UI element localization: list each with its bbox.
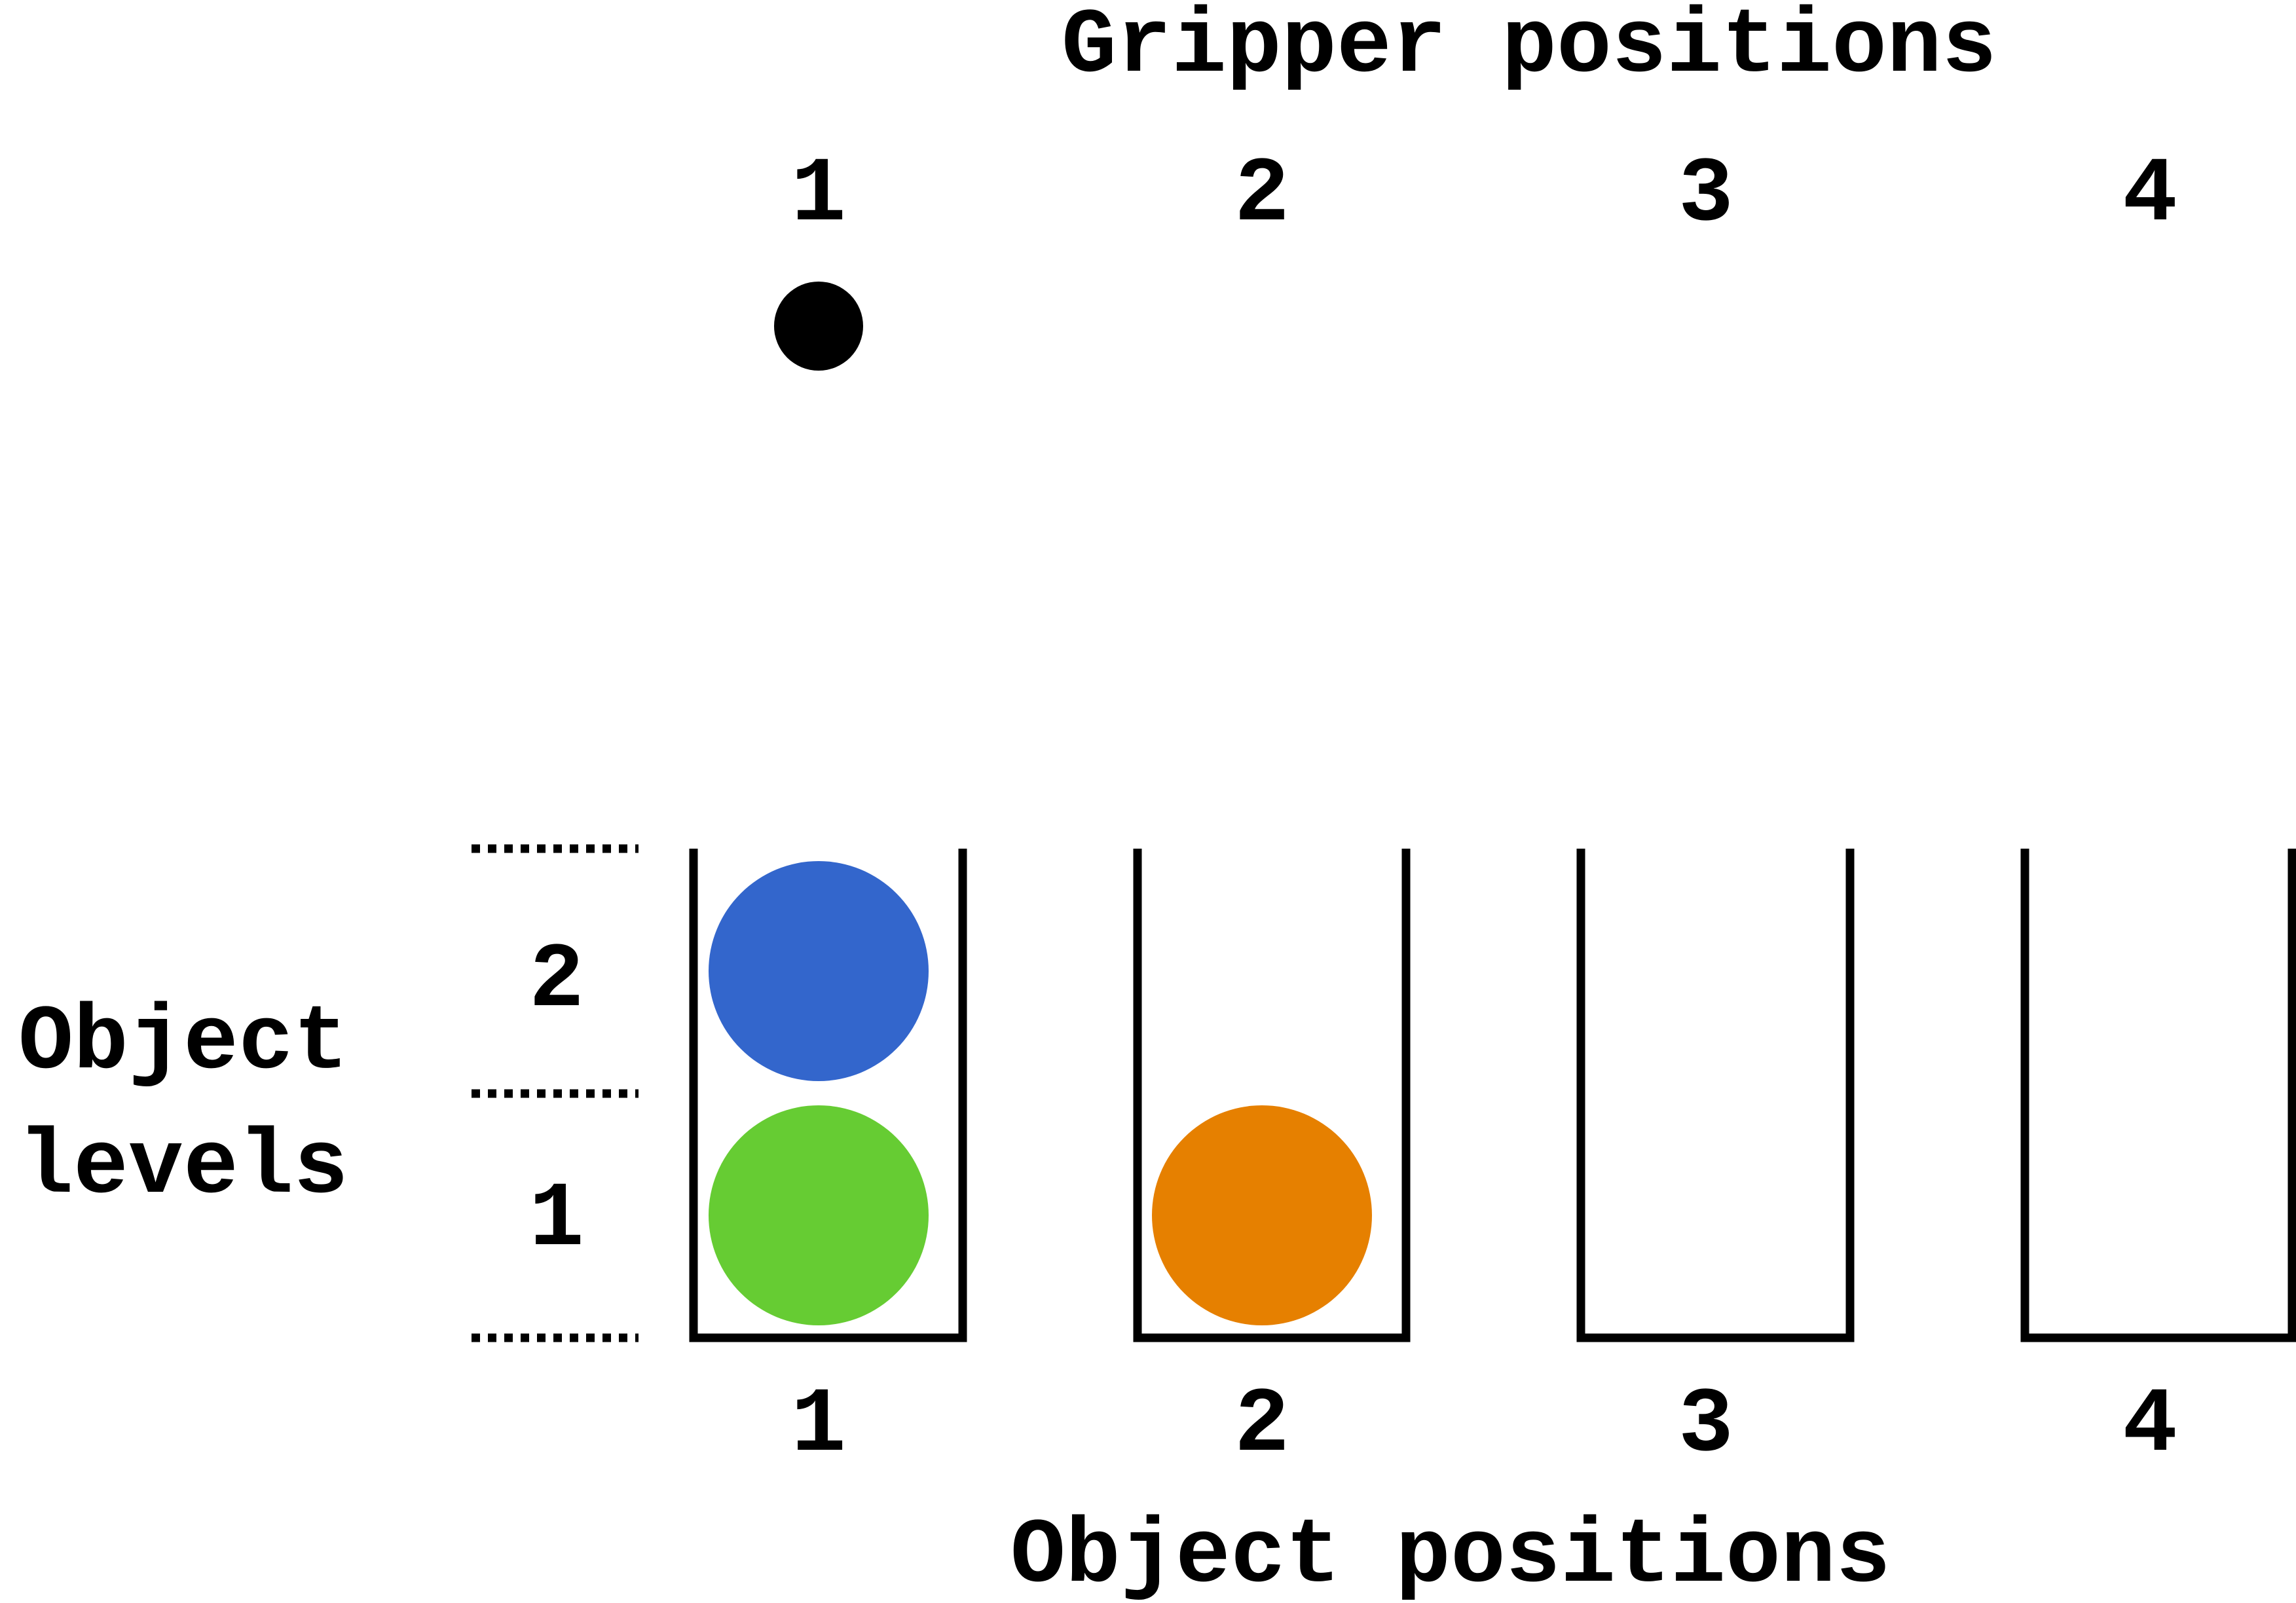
object-green-ball	[709, 1105, 929, 1325]
object-positions-title: Object positions	[1010, 1505, 1891, 1603]
bin-position-2	[1133, 849, 1411, 1342]
object-orange-ball	[1152, 1105, 1372, 1325]
bin-position-4	[2020, 849, 2296, 1342]
gripper-position-label-4: 4	[2122, 143, 2177, 248]
bin-position-1	[689, 849, 967, 1342]
object-position-label-4: 4	[2122, 1374, 2177, 1478]
object-levels-title-line2: levels	[18, 1116, 348, 1220]
bin-position-3	[1576, 849, 1855, 1342]
gripper-position-label-1: 1	[791, 143, 846, 248]
gripper-positions-title: Gripper positions	[1062, 0, 1997, 99]
object-level-label-2: 2	[529, 929, 584, 1033]
gripper-position-label-2: 2	[1234, 143, 1289, 248]
object-levels-title-line1: Object	[18, 991, 348, 1096]
object-position-label-2: 2	[1234, 1374, 1289, 1478]
object-level-label-1: 1	[529, 1168, 584, 1272]
object-position-label-3: 3	[1678, 1374, 1733, 1478]
object-position-label-1: 1	[791, 1374, 846, 1478]
gripper-marker	[774, 282, 863, 371]
gripper-position-label-3: 3	[1678, 143, 1733, 248]
object-blue-ball	[709, 861, 929, 1081]
